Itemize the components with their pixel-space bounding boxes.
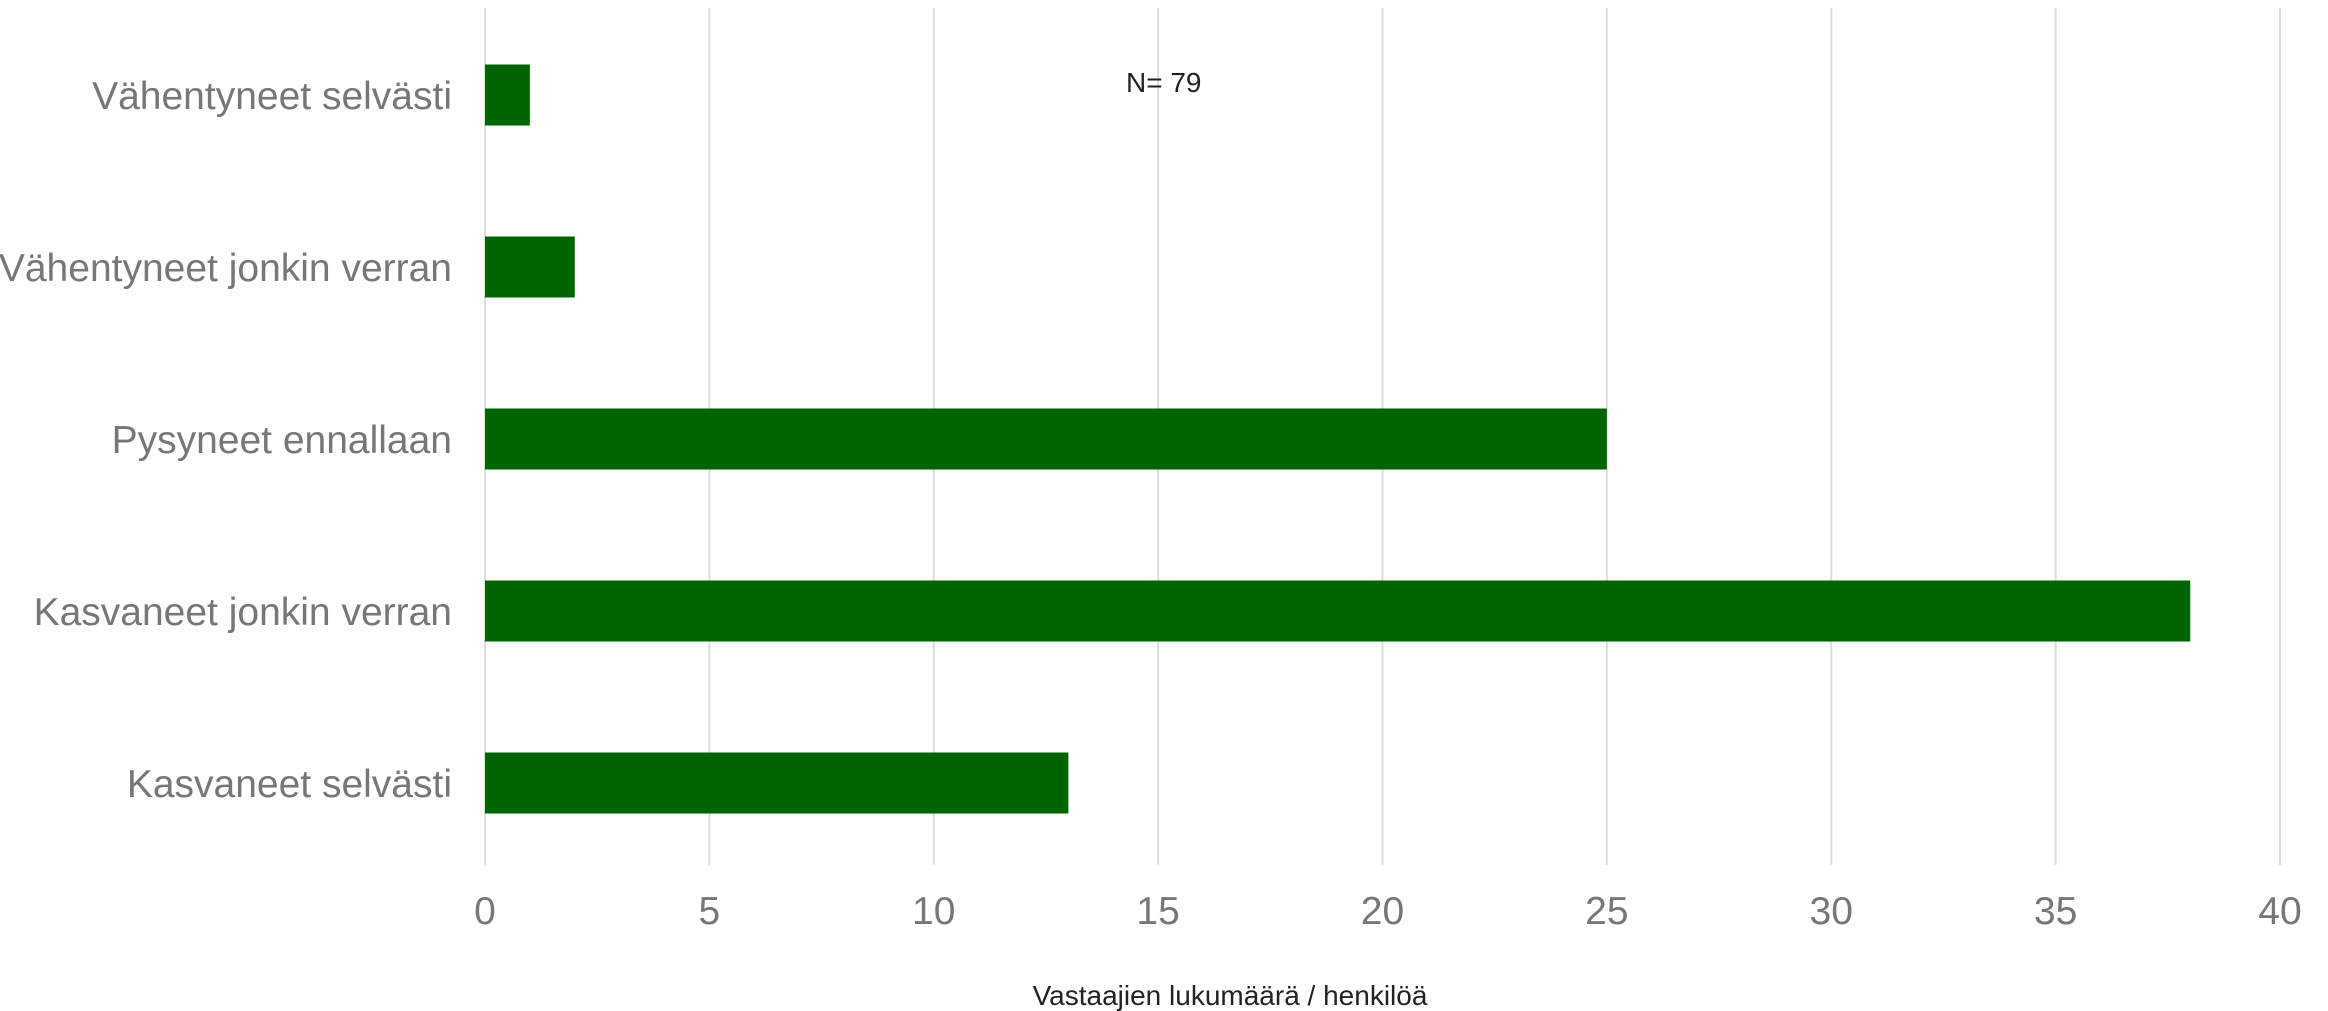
category-label-1: Vähentyneet selvästi (92, 75, 452, 118)
x-tick-label-5: 5 (699, 890, 721, 933)
category-label-5: Kasvaneet selvästi (127, 763, 452, 806)
bar-2 (485, 236, 575, 298)
category-label-4: Kasvaneet jonkin verran (34, 591, 452, 634)
bar-3 (485, 408, 1607, 470)
x-tick-label-0: 0 (474, 890, 496, 933)
x-tick-label-25: 25 (1585, 890, 1628, 933)
x-tick-labels: 0 5 10 15 20 25 30 35 40 (474, 890, 2302, 933)
x-tick-label-15: 15 (1136, 890, 1179, 933)
bar-4 (485, 580, 2191, 642)
category-label-3: Pysyneet ennallaan (112, 419, 452, 462)
bar-5 (485, 752, 1069, 814)
x-tick-label-10: 10 (912, 890, 955, 933)
category-label-2: Vähentyneet jonkin verran (0, 247, 452, 290)
sample-size-annotation: N= 79 (1126, 67, 1202, 98)
x-tick-label-40: 40 (2258, 890, 2301, 933)
bars (485, 64, 2191, 814)
x-tick-label-30: 30 (1810, 890, 1853, 933)
x-tick-label-20: 20 (1361, 890, 1404, 933)
category-labels: Vähentyneet selvästi Vähentyneet jonkin v… (0, 75, 452, 806)
bar-1 (485, 64, 530, 126)
x-axis-title: Vastaajien lukumäärä / henkilöä (1033, 980, 1428, 1011)
x-tick-label-35: 35 (2034, 890, 2077, 933)
